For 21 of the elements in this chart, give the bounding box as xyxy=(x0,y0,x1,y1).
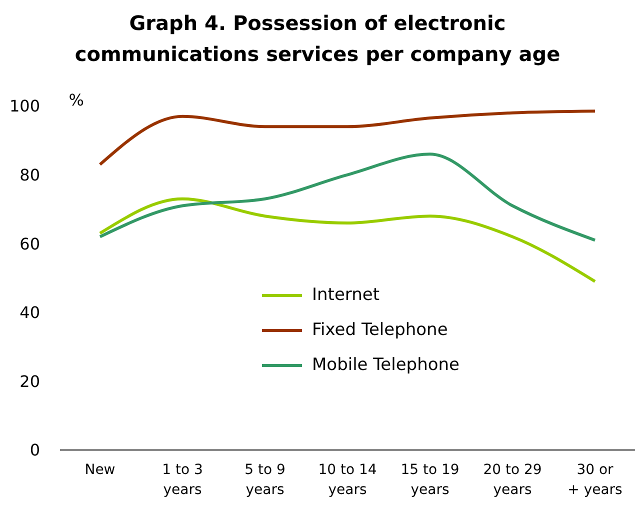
legend-label: Fixed Telephone xyxy=(312,319,448,342)
y-tick-label: 60 xyxy=(20,234,40,254)
x-tick-label: 20 to 29 years xyxy=(483,462,542,498)
line-series xyxy=(98,110,596,166)
y-tick-label: 40 xyxy=(20,303,40,322)
x-tick-label: New xyxy=(84,462,116,478)
x-tick-label: 5 to 9 years xyxy=(244,462,286,498)
y-tick-label: 80 xyxy=(20,165,40,184)
x-tick-label: 15 to 19 years xyxy=(400,462,460,498)
y-axis-title: % xyxy=(68,90,84,110)
x-tick-label: 1 to 3 years xyxy=(162,462,203,498)
line-series xyxy=(98,152,596,242)
legend-label: Internet xyxy=(312,284,380,307)
x-tick-label: 30 or + years xyxy=(568,462,622,498)
chart-title: Graph 4. Possession of electronic communications services per company age xyxy=(74,10,562,68)
x-tick-label: 10 to 14 years xyxy=(318,462,377,498)
y-tick-label: 20 xyxy=(20,372,40,391)
line-series xyxy=(98,197,596,283)
y-tick-label: 100 xyxy=(9,96,40,116)
legend-label: Mobile Telephone xyxy=(312,354,460,377)
y-tick-label: 0 xyxy=(30,440,40,460)
